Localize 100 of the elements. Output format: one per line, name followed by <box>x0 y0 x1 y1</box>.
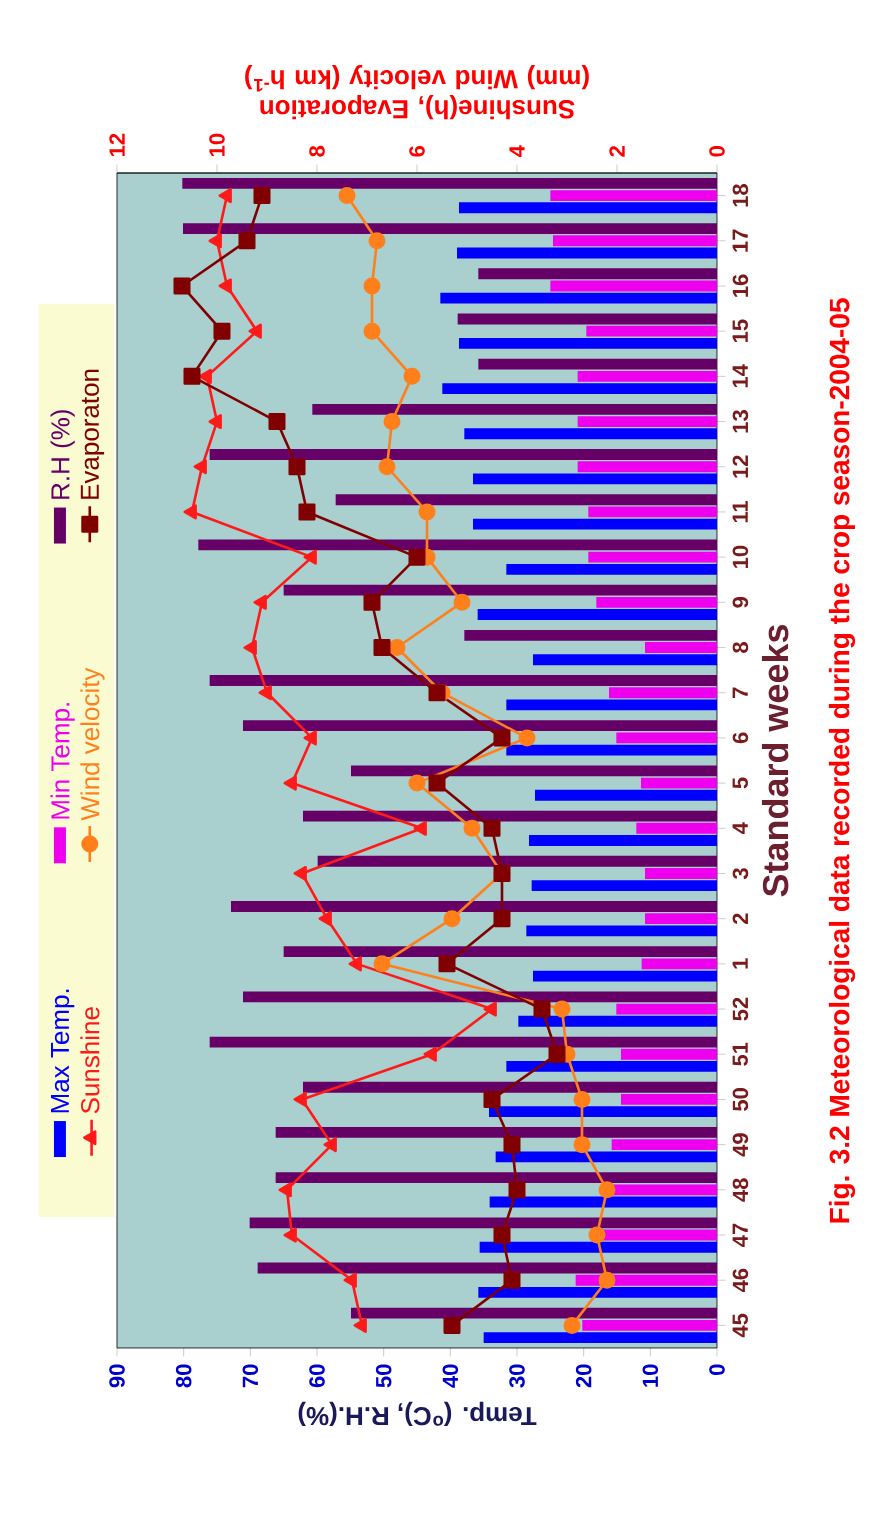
point <box>553 1000 571 1018</box>
point <box>453 593 471 611</box>
point <box>573 1090 591 1108</box>
y-tick-label: 1 <box>732 958 748 969</box>
y-tick-label: 52 <box>732 997 749 1021</box>
point <box>443 910 461 928</box>
y-tick-label: 4 <box>732 822 748 835</box>
point <box>493 729 511 747</box>
bar <box>459 337 717 349</box>
x2-tick-label: 0 <box>709 146 725 157</box>
point <box>463 819 481 837</box>
bar <box>182 177 717 189</box>
point <box>318 911 332 927</box>
point <box>303 549 317 565</box>
point <box>598 1181 616 1199</box>
y-tick-label: 12 <box>732 455 748 478</box>
point <box>253 594 267 610</box>
point <box>293 1091 307 1107</box>
point <box>278 1182 292 1198</box>
x2-axis-title: Sunshine(h), Evaporation (mm) Wind velocity (km h$^{-1}$) <box>245 64 589 120</box>
point <box>208 414 222 430</box>
point <box>198 368 212 384</box>
point <box>373 955 391 973</box>
point <box>413 820 427 836</box>
bar <box>488 1106 717 1118</box>
bar <box>317 855 717 867</box>
bar <box>645 868 717 879</box>
point <box>183 504 197 520</box>
bar <box>442 383 717 394</box>
bar <box>495 1151 717 1163</box>
point <box>403 367 421 385</box>
bar <box>636 822 717 834</box>
point <box>408 548 426 566</box>
x-tick-label: 40 <box>442 1364 459 1388</box>
x-tick-label: 30 <box>509 1364 525 1388</box>
bar <box>183 223 717 234</box>
point <box>503 1136 521 1154</box>
y-tick-label: 14 <box>732 364 748 388</box>
bar <box>275 1172 717 1184</box>
bar <box>303 1081 717 1093</box>
point <box>483 1090 501 1108</box>
bar <box>506 744 717 756</box>
bar <box>526 925 717 937</box>
x-tick-label: 0 <box>709 1364 725 1375</box>
x-tick-label: 80 <box>175 1364 192 1388</box>
bar <box>231 901 717 912</box>
point <box>293 865 307 882</box>
point <box>418 503 436 521</box>
bar <box>620 1094 717 1105</box>
text: Sunshine <box>80 1007 100 1114</box>
point <box>243 639 257 656</box>
point <box>363 322 381 340</box>
point <box>193 459 207 475</box>
y-tick-label: 10 <box>732 545 749 568</box>
point <box>428 774 446 792</box>
point <box>303 730 317 746</box>
bar <box>550 190 717 202</box>
y-tick-label: 18 <box>732 184 749 207</box>
bar <box>457 247 717 259</box>
bar <box>609 687 717 699</box>
point <box>408 774 426 792</box>
bar <box>586 325 717 337</box>
y-axis-title: Standard weeks <box>761 624 789 897</box>
point <box>373 639 391 657</box>
point <box>493 1226 511 1244</box>
bar <box>616 732 717 744</box>
point <box>343 1272 357 1288</box>
bar <box>283 946 717 958</box>
y-tick-label: 49 <box>732 1133 749 1157</box>
point <box>438 955 456 973</box>
bar <box>249 1217 717 1229</box>
bar <box>335 494 717 506</box>
bar <box>483 1332 717 1344</box>
point <box>563 1316 581 1334</box>
bar <box>616 1003 717 1015</box>
point <box>338 187 356 205</box>
x-tick-label: 60 <box>309 1364 325 1388</box>
bar <box>473 518 717 530</box>
x-tick-label: 50 <box>375 1364 392 1388</box>
bar <box>588 551 717 563</box>
y-tick-label: 11 <box>732 500 748 523</box>
bar <box>641 777 717 789</box>
bar <box>641 958 717 970</box>
bar <box>518 1015 717 1027</box>
point <box>283 775 297 791</box>
bar <box>596 596 717 608</box>
bar <box>550 280 717 292</box>
bar <box>529 835 717 846</box>
x2-tick-label: 2 <box>609 146 625 157</box>
bar <box>257 1262 717 1274</box>
bar <box>611 1184 717 1196</box>
point <box>423 1046 437 1062</box>
point <box>378 458 396 476</box>
bar <box>478 1286 717 1298</box>
bar <box>531 880 717 892</box>
point <box>588 1226 606 1244</box>
bar <box>283 584 717 596</box>
x-tick-label: 20 <box>575 1364 592 1388</box>
point <box>483 1001 497 1017</box>
bar <box>243 720 717 732</box>
